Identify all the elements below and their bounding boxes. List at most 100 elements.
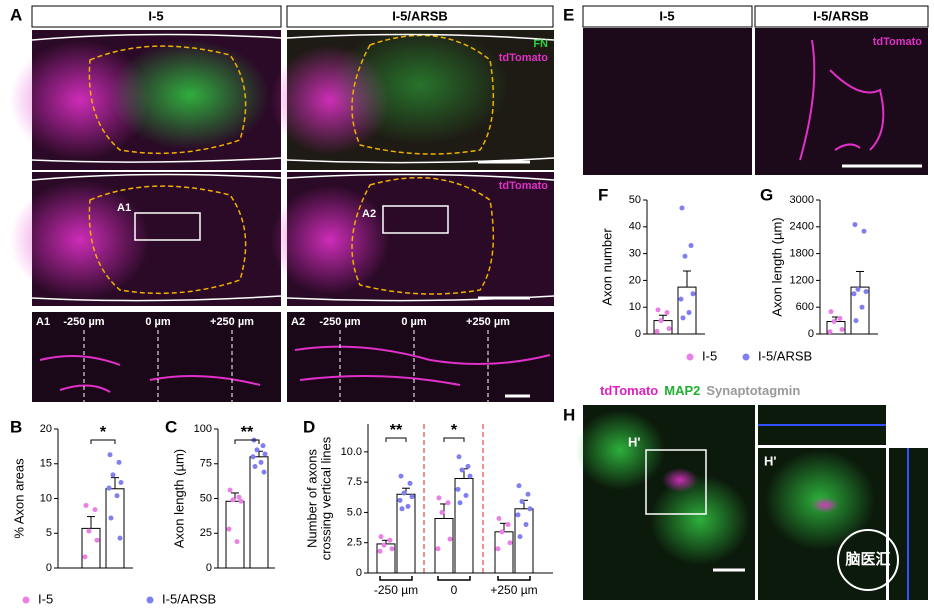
channel: Synaptotagmin	[706, 383, 800, 398]
watermark: 脑医汇	[845, 550, 890, 568]
inset-label: H'	[764, 453, 776, 468]
y-tick-label: 15	[40, 458, 52, 470]
y-tick-label: 5	[46, 527, 52, 539]
data-point	[83, 502, 89, 508]
data-point	[459, 467, 465, 473]
data-point	[839, 327, 845, 333]
data-point	[654, 328, 660, 334]
data-point	[852, 222, 858, 228]
data-point	[409, 494, 415, 500]
y-axis-label: Axon number	[599, 228, 614, 306]
data-point	[261, 469, 267, 475]
data-point	[499, 529, 505, 535]
y-tick-label: 50	[629, 194, 641, 206]
bar	[434, 517, 454, 574]
inset-label: A1	[36, 316, 50, 328]
panel-label: D	[303, 417, 315, 436]
panel-label: E	[563, 5, 574, 24]
data-point	[686, 310, 692, 316]
data-point	[260, 443, 266, 449]
data-point	[377, 548, 383, 554]
data-point	[523, 522, 529, 528]
y-tick-label: 10.0	[341, 446, 362, 458]
y-tick-label: 10	[629, 301, 641, 313]
data-point	[679, 205, 685, 211]
data-point	[118, 480, 124, 486]
y-tick-label: 25	[200, 527, 212, 539]
y-tick-label: 5.0	[347, 506, 362, 518]
channel-label: tdTomato	[499, 180, 549, 192]
channel-legend: tdTomato MAP2 Synaptotagmin	[600, 383, 800, 398]
channel: MAP2	[664, 383, 700, 398]
significance: *	[451, 422, 458, 439]
data-point	[435, 546, 441, 552]
bar	[105, 488, 125, 569]
data-point	[837, 315, 843, 321]
data-point	[525, 491, 531, 497]
data-point	[863, 289, 869, 295]
significance-bracket	[443, 437, 465, 442]
data-point	[407, 480, 413, 486]
position-label: +250 µm	[466, 316, 510, 328]
data-point	[234, 539, 240, 545]
column-header: I-5/ARSB	[813, 8, 869, 23]
channel-label: tdTomato	[499, 52, 549, 64]
channel: tdTomato	[600, 383, 658, 398]
data-point	[439, 509, 445, 515]
data-point	[405, 503, 411, 509]
data-point	[262, 451, 268, 457]
data-point	[519, 499, 525, 505]
data-point	[527, 506, 533, 512]
data-point	[516, 483, 522, 489]
data-point	[467, 473, 473, 479]
data-point	[664, 310, 670, 316]
legend-marker	[146, 596, 154, 604]
panel-h-images	[575, 405, 928, 600]
data-point	[655, 307, 661, 313]
data-point	[116, 459, 122, 465]
image-labels: I-5 I-5/ARSB FN tdTomato tdTomato A1 A2 …	[36, 8, 922, 568]
data-point	[455, 486, 461, 492]
category-bracket	[497, 576, 531, 581]
panel-label: B	[10, 417, 22, 436]
data-point	[859, 304, 865, 310]
position-label: 0 µm	[401, 316, 427, 328]
y-axis-label: Axon length (µm)	[769, 217, 784, 316]
significance: **	[241, 424, 254, 441]
data-point	[226, 526, 232, 532]
y-tick-label: 0	[808, 328, 814, 340]
data-point	[381, 542, 387, 548]
position-label: 0 µm	[145, 316, 171, 328]
y-tick-label: 50	[200, 492, 212, 504]
column-header: I-5	[148, 8, 163, 23]
legend-marker	[686, 353, 694, 361]
data-point	[861, 228, 867, 234]
significance-bracket	[385, 437, 407, 442]
bar	[494, 531, 514, 574]
data-point	[853, 318, 859, 324]
data-point	[436, 495, 442, 501]
data-point	[851, 291, 857, 297]
bar	[81, 527, 101, 569]
y-tick-label: 0	[46, 562, 52, 574]
panel-label: A	[10, 5, 22, 24]
y-tick-label: 20	[40, 423, 52, 435]
category-bracket	[437, 576, 471, 581]
legend-marker	[22, 596, 30, 604]
y-axis-label: Number of axons	[304, 449, 319, 548]
position-label: +250 µm	[210, 316, 254, 328]
significance-bracket	[234, 439, 260, 444]
significance-bracket	[90, 439, 116, 444]
data-point	[397, 497, 403, 503]
data-point	[238, 498, 244, 504]
data-point	[86, 528, 92, 534]
legend-label: I-5	[702, 348, 717, 363]
data-point	[110, 472, 116, 478]
data-point	[447, 536, 453, 542]
x-tick-label: -250 µm	[374, 583, 418, 597]
data-point	[258, 459, 264, 465]
y-axis-label: % Axon areas	[11, 458, 26, 539]
data-point	[827, 329, 833, 335]
y-axis-label: crossing vertical lines	[318, 436, 333, 560]
